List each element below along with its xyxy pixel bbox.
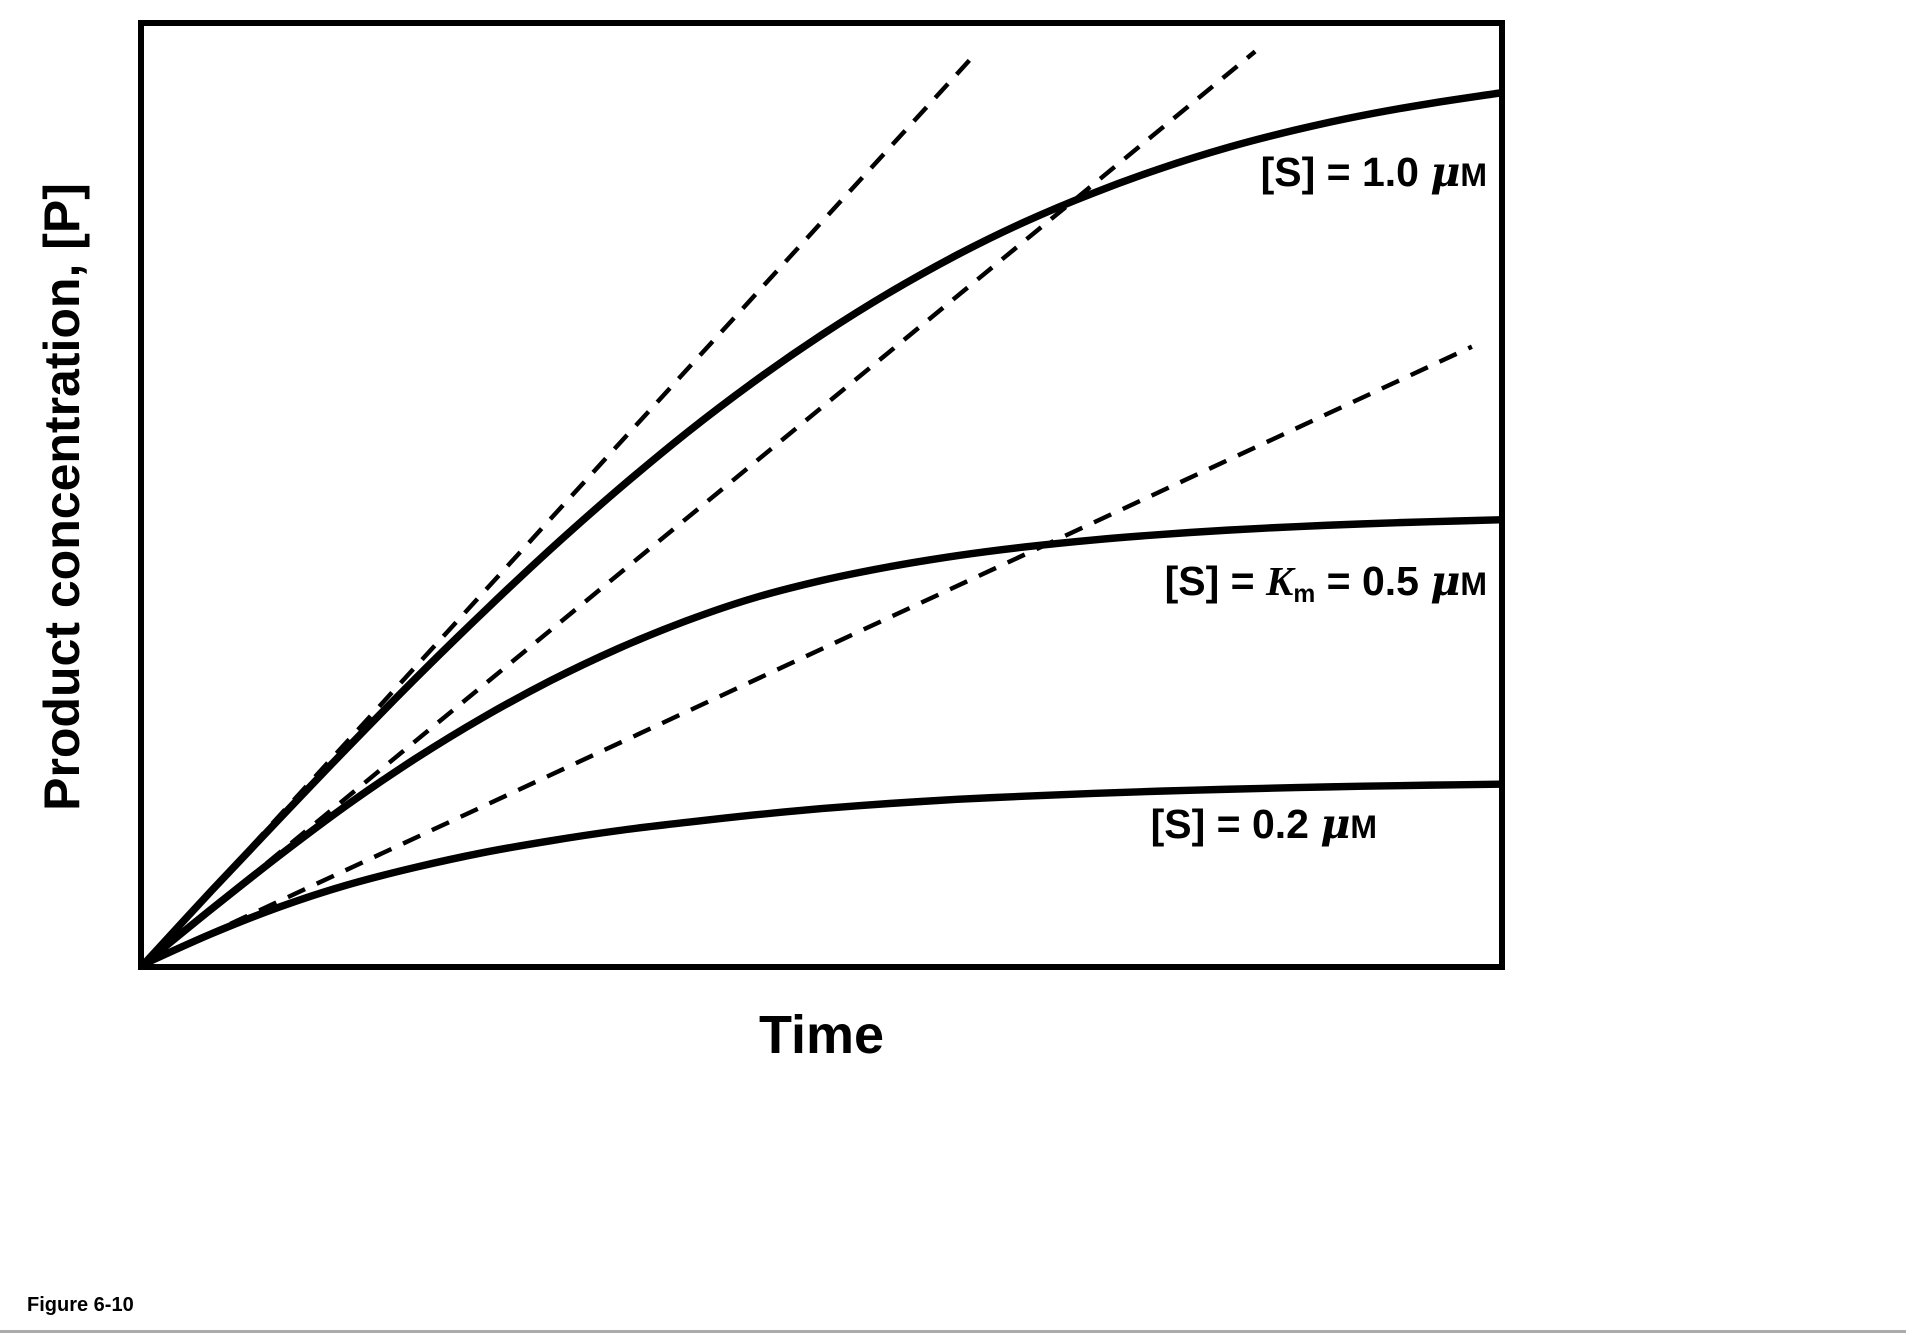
curve-label-text: [S] = 0.2 xyxy=(1150,801,1321,847)
curve-label-s-0p2: [S] = 0.2 μM xyxy=(1150,800,1377,848)
km-symbol: K xyxy=(1265,558,1294,604)
molar-unit: M xyxy=(1460,157,1487,193)
plot-frame: [S] = 1.0 μM [S] = Km = 0.5 μM [S] = 0.2… xyxy=(138,20,1505,970)
progress-curve-2 xyxy=(144,780,1499,964)
x-axis-title: Time xyxy=(758,1005,885,1065)
molar-unit: M xyxy=(1460,566,1487,602)
progress-curve-0 xyxy=(144,89,1499,964)
molar-unit: M xyxy=(1350,809,1377,845)
curve-label-s-0p5: [S] = Km = 0.5 μM xyxy=(1164,557,1487,608)
km-subscript: m xyxy=(1293,580,1316,608)
chart-svg xyxy=(144,49,1499,964)
progress-curve-1 xyxy=(144,516,1499,964)
mu-symbol: μ xyxy=(1320,800,1351,848)
curve-label-s-1p0: [S] = 1.0 μM xyxy=(1260,148,1487,196)
page-edge-divider xyxy=(0,1330,1906,1333)
mu-symbol: μ xyxy=(1430,148,1461,196)
mu-symbol: μ xyxy=(1430,557,1461,605)
curve-label-text: = 0.5 xyxy=(1315,558,1431,604)
figure-caption: Figure 6-10 xyxy=(27,1294,134,1316)
curve-label-text: [S] = 1.0 xyxy=(1260,149,1431,195)
initial-rate-tangent-2 xyxy=(144,344,1473,964)
y-axis-title: Product concentration, [P] xyxy=(34,183,90,811)
curve-label-text: [S] = xyxy=(1164,558,1266,604)
initial-rate-tangent-1 xyxy=(144,49,1257,964)
